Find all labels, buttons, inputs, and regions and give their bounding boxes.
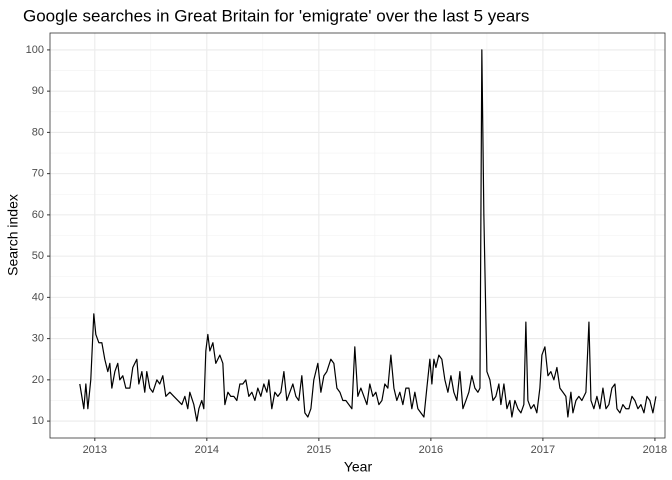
x-tick-label: 2018 <box>643 444 667 456</box>
y-tick-label: 80 <box>32 126 44 138</box>
y-axis-label: Search index <box>5 194 21 276</box>
line <box>79 49 657 422</box>
y-tick-label: 20 <box>32 374 44 386</box>
x-tick-label: 2017 <box>531 444 555 456</box>
y-tick-label: 60 <box>32 209 44 221</box>
x-tick-label: 2016 <box>419 444 443 456</box>
x-axis-label: Year <box>344 459 373 475</box>
y-tick-label: 30 <box>32 333 44 345</box>
panel-border <box>49 32 666 439</box>
y-tick-label: 40 <box>32 291 44 303</box>
y-tick-label: 50 <box>32 250 44 262</box>
y-tick-label: 90 <box>32 85 44 97</box>
x-tick-label: 2013 <box>83 444 107 456</box>
x-tick-label: 2014 <box>195 444 219 456</box>
y-tick-label: 100 <box>26 44 44 56</box>
y-tick-label: 10 <box>32 415 44 427</box>
y-tick-label: 70 <box>32 168 44 180</box>
x-tick-label: 2015 <box>307 444 331 456</box>
chart-title: Google searches in Great Britain for 'em… <box>23 6 529 25</box>
